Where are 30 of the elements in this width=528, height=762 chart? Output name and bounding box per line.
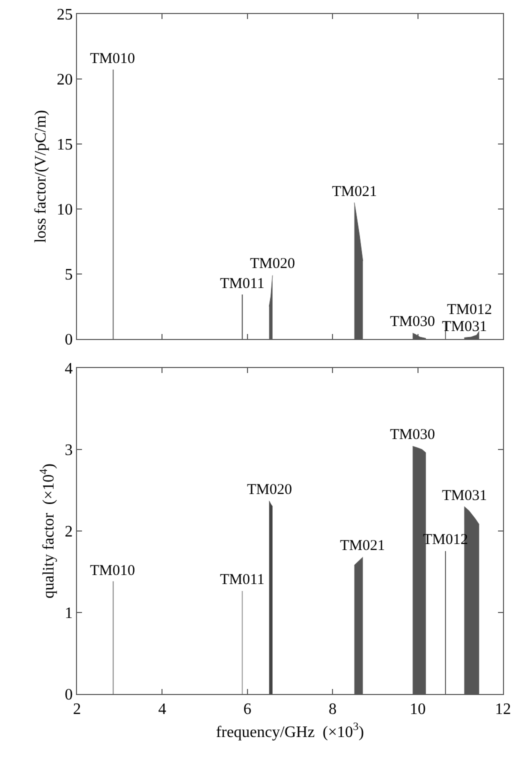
annotation: TM030 — [390, 314, 435, 330]
x-tick-label: 8 — [328, 701, 337, 718]
x-tick-label: 10 — [410, 701, 426, 718]
y-tick-label: 4 — [64, 360, 73, 378]
y-tick-label: 0 — [64, 686, 73, 704]
y-tick-label: 5 — [64, 266, 73, 284]
y-tick-label: 1 — [64, 605, 73, 622]
y-tick-label: 25 — [56, 6, 73, 24]
y-axis-title: loss factor/(V/pC/m) — [32, 110, 50, 243]
y-tick-label: 0 — [64, 332, 73, 349]
y-tick-label: 15 — [56, 136, 73, 154]
annotation: TM010 — [90, 563, 135, 579]
annotation: TM030 — [390, 427, 435, 443]
annotation: TM020 — [247, 482, 292, 498]
y-tick-label: 20 — [56, 72, 73, 89]
annotation: TM031 — [442, 488, 487, 504]
annotation: TM020 — [250, 256, 295, 272]
y-tick-label: 2 — [64, 524, 73, 541]
x-tick-label: 12 — [495, 701, 511, 718]
y-tick-label: 10 — [56, 202, 73, 219]
x-tick-label: 4 — [158, 701, 166, 718]
annotation: TM021 — [340, 538, 385, 554]
annotation: TM010 — [90, 51, 135, 67]
y-tick-label: 3 — [64, 442, 73, 460]
annotation: TM011 — [220, 572, 264, 588]
annotation: TM012 — [447, 302, 492, 318]
x-axis-title: frequency/GHz (×10$^{3}$) — [216, 721, 364, 741]
annotation: TM011 — [220, 276, 264, 292]
x-tick-label: 6 — [243, 701, 252, 718]
annotation: TM021 — [332, 184, 377, 200]
